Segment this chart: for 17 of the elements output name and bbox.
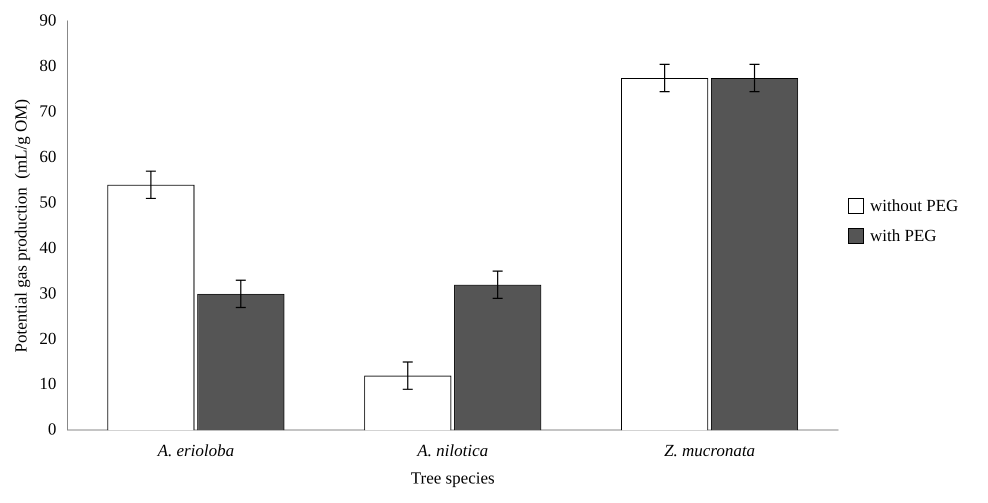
y-tick-label: 40 [39, 238, 56, 257]
x-tick-label: A. nilotica [416, 440, 488, 460]
y-tick-label: 90 [39, 10, 56, 30]
legend-label: with PEG [870, 226, 937, 246]
y-tick-label: 10 [39, 374, 56, 394]
y-tick-label: 30 [39, 283, 56, 302]
y-tick-label: 80 [39, 56, 56, 76]
y-tick-label: 0 [48, 420, 56, 439]
y-tick-label: 50 [39, 192, 56, 212]
x-tick-label: Z. mucronata [664, 440, 756, 460]
legend-label: without PEG [870, 196, 958, 216]
x-axis-title: Tree species [410, 468, 495, 488]
y-axis-title: Potential gas production (mL/g OM) [12, 98, 31, 352]
y-tick-label: 60 [39, 147, 56, 166]
x-tick-label: A. erioloba [156, 440, 234, 460]
y-tick-label: 70 [39, 102, 56, 121]
y-tick-label: 20 [39, 328, 56, 348]
